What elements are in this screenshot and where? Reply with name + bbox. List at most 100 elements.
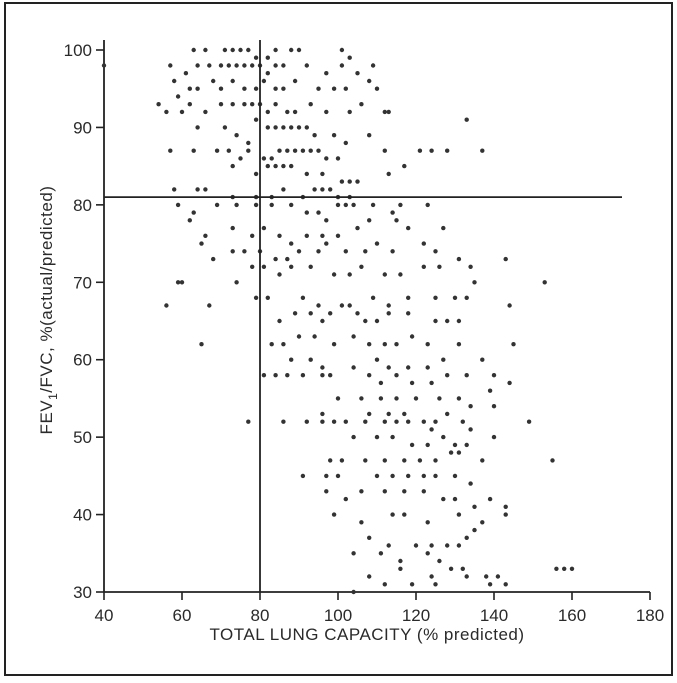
data-point [253, 295, 259, 300]
data-point [363, 419, 368, 424]
data-point [191, 210, 196, 215]
data-point [448, 450, 454, 455]
data-point [433, 458, 438, 463]
data-point [402, 458, 407, 463]
data-point [562, 566, 567, 571]
data-point [425, 551, 430, 556]
data-point [460, 419, 465, 424]
data-point [374, 473, 380, 479]
data-point [316, 303, 321, 308]
data-point [448, 566, 454, 571]
data-point [406, 311, 411, 316]
data-point [320, 373, 325, 378]
data-point [452, 295, 458, 300]
data-point [343, 249, 348, 254]
data-point [207, 63, 212, 68]
data-point [355, 311, 360, 316]
data-point [382, 458, 387, 463]
data-point [331, 272, 337, 277]
y-tick-label: 70 [73, 273, 92, 292]
data-point [277, 318, 282, 324]
data-point [409, 380, 415, 386]
data-point [445, 318, 450, 324]
data-point [175, 94, 181, 99]
data-point [230, 225, 235, 231]
data-point [464, 535, 469, 540]
data-point [214, 148, 220, 153]
data-point [289, 202, 294, 208]
data-point [273, 102, 278, 107]
data-point [409, 582, 415, 587]
data-point [211, 78, 216, 84]
y-tick-label: 50 [73, 428, 92, 447]
data-point [460, 566, 465, 571]
data-point [328, 311, 333, 316]
data-point [277, 233, 282, 238]
x-tick-label: 40 [95, 606, 114, 625]
x-tick-label: 60 [173, 606, 192, 625]
data-point [417, 148, 423, 153]
x-tick-label: 140 [480, 606, 508, 625]
data-point [374, 434, 380, 440]
data-point [386, 543, 391, 548]
data-point [324, 71, 329, 76]
data-point [195, 86, 200, 91]
x-tick-label: 160 [558, 606, 586, 625]
data-point [187, 218, 192, 223]
y-tick-label: 100 [64, 41, 92, 60]
data-point [304, 171, 309, 177]
data-point [359, 396, 364, 401]
data-point [316, 210, 321, 215]
data-point [374, 318, 380, 324]
data-point [406, 473, 411, 479]
data-point [554, 566, 559, 571]
data-point [269, 202, 274, 208]
data-point [409, 334, 415, 339]
data-point [433, 295, 438, 300]
data-point [390, 434, 395, 440]
x-tick-label: 180 [636, 606, 664, 625]
data-point [277, 148, 282, 153]
data-point [359, 489, 364, 494]
data-point [261, 156, 267, 161]
data-point [300, 295, 306, 300]
data-point [394, 419, 399, 424]
data-point [304, 125, 309, 130]
data-point [277, 272, 282, 277]
data-point [464, 117, 469, 122]
data-point [472, 527, 477, 533]
data-point [261, 225, 267, 231]
data-point [491, 404, 497, 409]
data-point [253, 117, 259, 122]
data-point [425, 202, 430, 208]
data-point [269, 156, 274, 161]
data-point [269, 342, 274, 347]
data-point [324, 473, 329, 479]
data-point [433, 582, 438, 587]
data-point [394, 218, 399, 223]
data-point [101, 63, 107, 68]
data-point [363, 249, 368, 254]
data-point [335, 396, 341, 401]
data-point [367, 133, 372, 138]
data-point [218, 102, 224, 107]
data-point [320, 171, 325, 177]
data-point [316, 86, 321, 91]
data-point [234, 280, 239, 285]
data-point [472, 280, 477, 285]
data-point [308, 102, 313, 107]
data-point [289, 357, 294, 362]
data-point [382, 109, 387, 115]
data-point [250, 102, 255, 107]
data-point [253, 171, 259, 177]
data-point [507, 380, 512, 386]
data-point [203, 109, 208, 115]
data-point [367, 373, 372, 378]
data-point [452, 473, 458, 479]
data-point [335, 473, 341, 479]
data-point [265, 125, 270, 130]
data-point [343, 140, 348, 146]
data-point [468, 404, 473, 409]
data-point [386, 303, 391, 308]
data-point [433, 473, 438, 479]
